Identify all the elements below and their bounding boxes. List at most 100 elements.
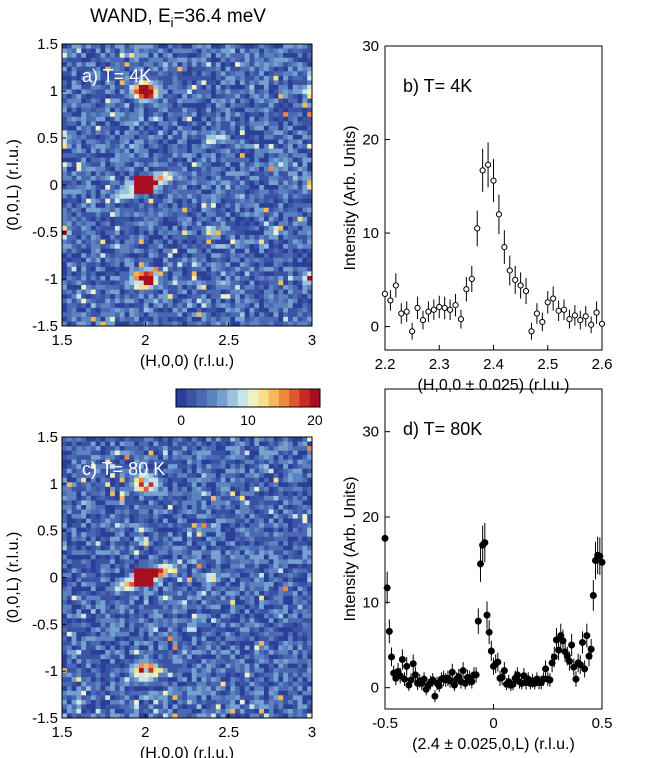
data-point <box>452 302 459 309</box>
data-point <box>381 534 389 542</box>
data-point <box>484 161 492 168</box>
heatmap-panel-c: 1.5 2 2.5 3 1.5 1 0.5 0 -0.5 -1 -1.5 (H,0,0) (r.l.u… <box>5 429 316 758</box>
data-point <box>598 558 606 566</box>
data-point <box>550 653 558 661</box>
data-point <box>500 667 508 675</box>
colorbar-swatch <box>237 389 249 407</box>
y-tick-label: 0 <box>371 680 379 697</box>
x-tick-label: 2.4 <box>483 356 504 373</box>
x-tick-label: 2.5 <box>218 724 239 741</box>
colorbar-swatch <box>248 389 259 407</box>
y-tick-label: -1 <box>45 271 58 288</box>
data-point <box>587 645 595 653</box>
data-point <box>388 653 396 661</box>
data-point <box>474 225 481 232</box>
x-tick-label: 0 <box>489 715 497 732</box>
y-tick-label: 0 <box>371 319 379 336</box>
y-tick-label: -0.5 <box>32 616 58 633</box>
y-tick-label: -1 <box>45 663 58 680</box>
y-tick-label: 20 <box>362 132 379 149</box>
data-point <box>512 276 519 283</box>
data-point <box>450 681 458 689</box>
x-tick-label: 3 <box>308 724 316 741</box>
data-point <box>436 303 443 311</box>
data-point <box>528 328 535 335</box>
x-tick-label: 2 <box>141 332 149 349</box>
data-point <box>479 167 486 174</box>
x-axis-label: (H,0,0) (r.l.u.) <box>140 353 234 370</box>
panel-label: c) T= 80 K <box>82 459 165 479</box>
data-point <box>576 661 584 669</box>
x-axis-label: (H,0,0) (r.l.u.) <box>140 745 234 758</box>
y-tick-label: 0.5 <box>37 523 58 540</box>
data-point <box>548 659 556 667</box>
data-point <box>566 316 573 323</box>
data-point <box>446 677 454 685</box>
data-point <box>533 310 541 317</box>
data-point <box>565 657 573 665</box>
data-point <box>509 680 517 688</box>
y-tick-label: 1.5 <box>37 429 58 446</box>
panel-label: a) T= 4K <box>82 66 151 86</box>
panel-label: d) T= 80K <box>403 419 482 439</box>
data-point <box>598 320 606 327</box>
heatmap-cells <box>62 44 313 327</box>
colorbar-frame <box>175 388 321 408</box>
data-point <box>441 304 448 312</box>
data-point <box>403 662 411 670</box>
data-point <box>483 611 491 619</box>
data-point <box>513 671 521 679</box>
data-point <box>494 658 502 666</box>
x-tick-label: 3 <box>308 332 316 349</box>
x-tick-label: 2.6 <box>592 356 613 373</box>
data-point <box>593 309 600 316</box>
data-point <box>447 306 454 313</box>
y-tick-label: 0.5 <box>37 130 58 147</box>
data-point <box>544 299 551 306</box>
data-point <box>506 267 513 274</box>
heatmap-cells <box>62 437 313 719</box>
y-axis-label: (0,0,L) (r.l.u.) <box>5 139 22 231</box>
x-tick-label: 2 <box>141 724 149 741</box>
colorbar-swatch <box>278 389 290 407</box>
data-point <box>481 539 489 547</box>
data-point <box>411 671 419 679</box>
y-tick-label: 1.5 <box>37 36 58 53</box>
data-point <box>583 632 591 640</box>
colorbar-swatch <box>299 389 311 407</box>
y-tick-label: 0 <box>50 570 58 587</box>
y-tick-label: 20 <box>362 509 379 526</box>
colorbar-swatch <box>268 389 280 407</box>
data-point <box>596 552 604 560</box>
y-tick-label: 1 <box>50 476 58 493</box>
y-tick-label: -0.5 <box>32 224 58 241</box>
colorbar: 0 10 20 <box>175 388 323 428</box>
y-tick-label: 0 <box>50 177 58 194</box>
data-point <box>571 312 578 319</box>
data-point <box>517 282 524 289</box>
y-tick-label: -1.5 <box>32 318 58 335</box>
colorbar-swatch <box>227 389 239 407</box>
data-point <box>589 592 597 600</box>
colorbar-tick-label: 20 <box>307 412 323 428</box>
y-tick-label: 30 <box>362 38 379 55</box>
data-point <box>420 675 428 683</box>
figure-title: WAND, Ei=36.4 meV <box>90 6 266 30</box>
data-point <box>459 667 467 675</box>
data-point <box>552 636 560 644</box>
data-point <box>398 310 405 317</box>
data-point <box>468 678 476 686</box>
data-point <box>501 244 508 251</box>
data-point <box>409 328 416 335</box>
data-point <box>577 316 584 324</box>
data-point <box>474 617 482 625</box>
colorbar-swatch <box>186 389 197 407</box>
x-tick-label: 1.5 <box>52 724 73 741</box>
data-point <box>582 313 589 320</box>
data-point <box>555 646 563 654</box>
data-point <box>381 290 389 297</box>
data-point <box>585 652 593 660</box>
x-tick-label: 0.5 <box>592 715 613 732</box>
data-point <box>568 641 576 649</box>
data-point <box>409 660 417 668</box>
